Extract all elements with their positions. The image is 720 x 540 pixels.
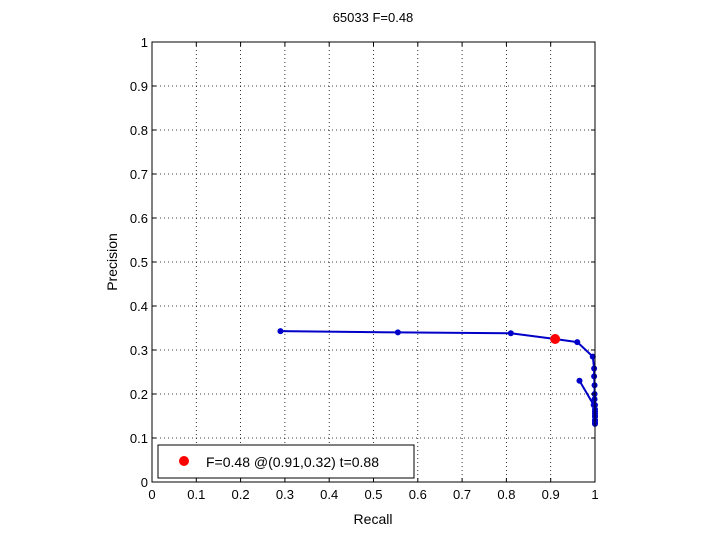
grid-lines	[152, 42, 595, 482]
y-tick-label: 0.2	[130, 387, 148, 402]
y-axis-label: Precision	[104, 233, 120, 291]
chart-title: 65033 F=0.48	[333, 10, 414, 25]
y-tick-label: 0	[141, 475, 148, 490]
x-tick-label: 0	[148, 487, 155, 502]
y-tick-label: 0.4	[130, 299, 148, 314]
pr-curve-point	[574, 339, 581, 346]
pr-curve-point	[394, 329, 401, 336]
y-tick-label: 0.5	[130, 255, 148, 270]
y-tick-label: 0.9	[130, 79, 148, 94]
pr-curve-point	[589, 353, 596, 360]
y-tick-label: 1	[141, 35, 148, 50]
x-tick-label: 0.4	[320, 487, 338, 502]
x-tick-label: 0.8	[497, 487, 515, 502]
x-tick-label: 1	[591, 487, 598, 502]
x-tick-label: 0.1	[187, 487, 205, 502]
x-tick-label: 0.6	[409, 487, 427, 502]
best-f-point	[550, 334, 561, 344]
pr-curve-point	[590, 402, 597, 408]
y-tick-label: 0.1	[130, 431, 148, 446]
y-tick-label: 0.7	[130, 167, 148, 182]
pr-curve-point	[277, 328, 284, 335]
x-axis-label: Recall	[354, 511, 393, 527]
pr-curve-point	[591, 365, 598, 372]
pr-curve-point	[591, 373, 598, 380]
x-tick-label: 0.7	[453, 487, 471, 502]
y-tick-label: 0.8	[130, 123, 148, 138]
pr-curve-point	[507, 330, 514, 337]
x-tick-label: 0.2	[232, 487, 250, 502]
legend-box	[157, 444, 415, 479]
pr-curve-point	[576, 377, 583, 384]
legend: F=0.48 @(0.91,0.32) t=0.88	[157, 444, 415, 479]
y-tick-label: 0.6	[130, 211, 148, 226]
y-tick-label: 0.3	[130, 343, 148, 358]
x-tick-label: 0.3	[276, 487, 294, 502]
x-tick-label: 0.5	[364, 487, 382, 502]
legend-label: F=0.48 @(0.91,0.32) t=0.88	[206, 454, 379, 470]
x-tick-label: 0.9	[542, 487, 560, 502]
tick-layer: 0 0.1 0.2 0.3 0.4 0.5 0.6 0.7 0.8 0.9 1 0 0.1 0.2 0.3 0…	[130, 35, 599, 502]
legend-marker	[179, 456, 189, 466]
